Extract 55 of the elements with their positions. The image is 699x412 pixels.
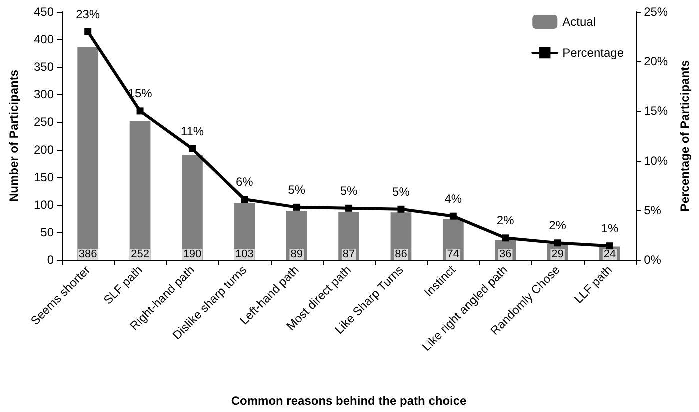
legend-label: Actual bbox=[562, 15, 596, 29]
data-label: 5% bbox=[340, 184, 358, 198]
data-label: 87 bbox=[342, 248, 356, 260]
data-label: 6% bbox=[236, 174, 254, 189]
y2-tick-label: 25% bbox=[644, 5, 668, 19]
y-tick-label: 100 bbox=[34, 198, 54, 212]
y-tick-label: 350 bbox=[34, 60, 54, 74]
y2-tick-label: 10% bbox=[644, 154, 668, 168]
y-tick-label: 0 bbox=[47, 253, 54, 267]
y-tick-label: 250 bbox=[34, 115, 54, 130]
x-axis-title: Common reasons behind the path choice bbox=[231, 394, 468, 408]
data-label: 5% bbox=[392, 184, 410, 199]
y-axis-title: Number of Participants bbox=[7, 70, 21, 202]
point bbox=[450, 212, 457, 220]
point bbox=[398, 206, 405, 213]
data-label: 4% bbox=[444, 192, 462, 206]
y-tick-label: 400 bbox=[34, 32, 54, 47]
y-tick-label: 300 bbox=[34, 88, 54, 102]
data-label: 89 bbox=[290, 248, 303, 260]
y-tick-label: 200 bbox=[34, 142, 54, 157]
data-label: 5% bbox=[288, 182, 306, 197]
y2-tick-label: 0% bbox=[644, 253, 662, 267]
legend-label: Percentage bbox=[562, 46, 624, 60]
point bbox=[241, 196, 248, 203]
point bbox=[502, 234, 510, 242]
data-label: 103 bbox=[235, 248, 254, 260]
y-tick-label: 150 bbox=[34, 170, 54, 184]
y2-tick-label: 20% bbox=[644, 54, 668, 69]
data-label: 2% bbox=[549, 218, 567, 233]
point bbox=[554, 240, 562, 247]
data-label: 1% bbox=[601, 222, 619, 236]
data-label: 386 bbox=[78, 248, 98, 260]
y2-tick-label: 15% bbox=[644, 104, 668, 118]
y-tick-label: 50 bbox=[40, 225, 54, 240]
point bbox=[293, 204, 300, 211]
y-tick-label: 450 bbox=[34, 5, 54, 19]
point bbox=[136, 108, 144, 115]
data-label: 252 bbox=[131, 248, 150, 260]
y2-axis-title: Percentage of Participants bbox=[678, 60, 692, 212]
point bbox=[84, 28, 92, 36]
data-label: 2% bbox=[496, 214, 515, 228]
data-label: 29 bbox=[552, 248, 564, 260]
data-label: 24 bbox=[604, 248, 616, 260]
data-label: 36 bbox=[499, 248, 512, 260]
point bbox=[346, 204, 353, 212]
data-label: 86 bbox=[395, 248, 408, 260]
data-label: 11% bbox=[180, 124, 204, 138]
point bbox=[606, 242, 614, 250]
point bbox=[188, 145, 196, 152]
bar bbox=[78, 47, 99, 260]
data-label: 190 bbox=[183, 248, 202, 260]
data-label: 74 bbox=[447, 248, 460, 260]
y2-tick-label: 5% bbox=[644, 203, 662, 218]
bar bbox=[182, 155, 203, 260]
data-label: 23% bbox=[76, 7, 100, 22]
